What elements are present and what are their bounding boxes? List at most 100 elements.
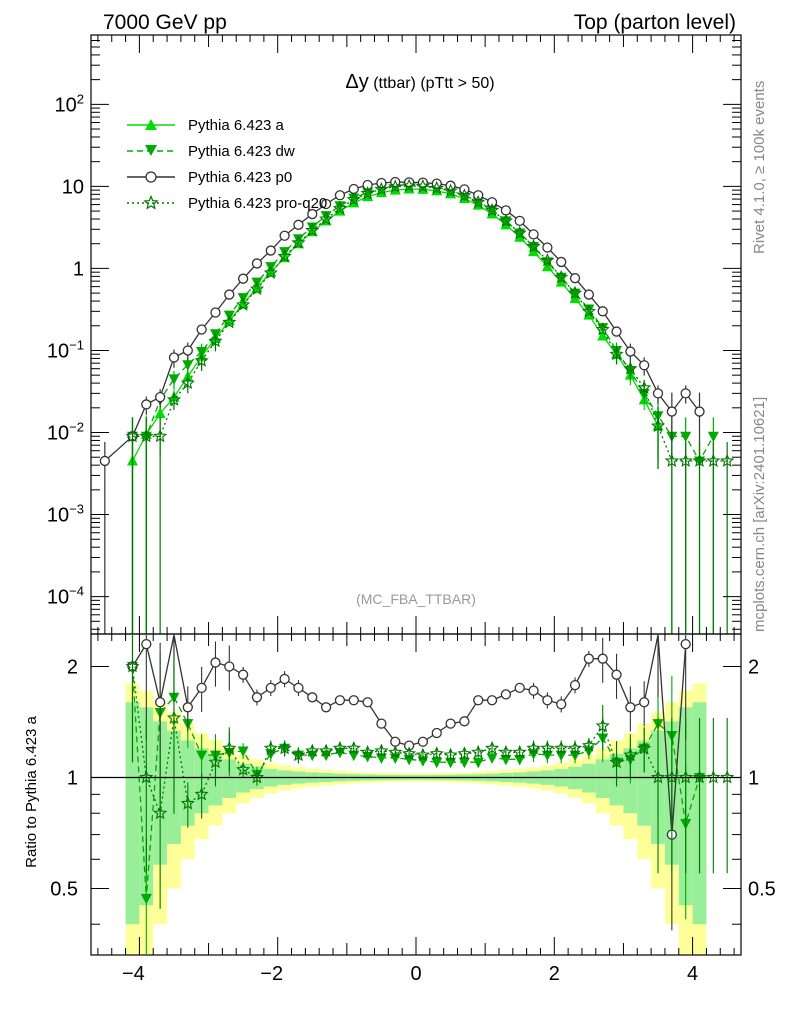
main-data-point	[168, 374, 179, 385]
ratio-data-point	[432, 729, 441, 738]
ratio-data-point	[460, 717, 469, 726]
legend-label-dw: Pythia 6.423 dw	[188, 143, 295, 160]
ratio-data-point	[391, 737, 400, 746]
main-y-tick-10: 10	[62, 176, 84, 198]
main-y-tick-100: 102	[55, 91, 84, 116]
main-data-point	[571, 274, 580, 283]
chart-figure: 7000 GeV pp Top (parton level) Rivet 4.1…	[0, 0, 786, 1024]
legend-entry-dw: Pythia 6.423 dw	[127, 143, 295, 160]
ratio-data-point	[266, 683, 275, 692]
main-data-point	[280, 231, 289, 240]
legend-entry-a: Pythia 6.423 a	[127, 117, 285, 134]
legend-marker-dw	[145, 145, 157, 156]
ratio-data-point	[543, 696, 552, 705]
x-tick--4: −4	[122, 963, 145, 985]
main-series-line	[133, 185, 714, 461]
main-y-tick-labels: 10−4 10−3 10−2 10−1 1 10 102	[47, 91, 84, 608]
x-tick-labels: −4 −2 0 2 4	[122, 963, 698, 985]
ratio-data-point	[183, 703, 192, 712]
ratio-data-point	[681, 640, 690, 649]
main-data-point	[640, 361, 649, 370]
ratio-data-point	[612, 670, 621, 679]
main-y-tick-1e-4: 10−4	[47, 584, 84, 609]
ratio-band-inner	[596, 759, 610, 798]
main-data-point	[100, 456, 109, 465]
ratio-data-point	[280, 674, 289, 683]
ratio-y-tick-left-2: 2	[67, 656, 78, 678]
main-data-point	[294, 220, 303, 229]
main-series-layer	[100, 178, 733, 634]
main-y-tick-1e-3: 10−3	[47, 502, 84, 527]
ratio-data-point	[252, 693, 261, 702]
legend-marker-p0	[146, 172, 156, 182]
header-left-label: 7000 GeV pp	[103, 11, 227, 34]
main-y-tick-100-exp: 2	[77, 91, 84, 106]
ratio-data-point	[294, 683, 303, 692]
ratio-y-tick-right-2: 2	[748, 656, 759, 678]
legend-marker-pro-q20	[145, 197, 157, 209]
ratio-data-point	[529, 686, 538, 695]
main-data-point	[695, 407, 704, 416]
main-plot-title: Δy (ttbar) (pTtt > 50)	[345, 71, 494, 93]
main-series-line	[133, 186, 728, 461]
ratio-bands	[126, 683, 707, 954]
legend-label-p0: Pythia 6.423 p0	[188, 169, 292, 186]
legend-label-a: Pythia 6.423 a	[188, 117, 285, 134]
header-right-label: Top (parton level)	[574, 11, 736, 34]
ratio-data-point	[488, 696, 497, 705]
main-y-tick-1e-2: 10−2	[47, 420, 84, 445]
ratio-data-point	[515, 683, 524, 692]
main-data-point	[584, 290, 593, 299]
x-tick--2: −2	[260, 963, 283, 985]
ratio-y-tick-right-1: 1	[748, 767, 759, 789]
legend-label-pro-q20: Pythia 6.423 pro-q20	[188, 195, 327, 212]
rivet-version-label: Rivet 4.1.0, ≥ 100k events	[751, 81, 768, 254]
ratio-y-tick-left-0.5: 0.5	[50, 878, 78, 900]
ratio-y-axis-label: Ratio to Pythia 6.423 a	[23, 715, 40, 867]
ratio-data-point	[335, 696, 344, 705]
main-data-point	[626, 347, 635, 356]
ratio-data-point	[584, 654, 593, 663]
main-y-tick-1e-1: 10−1	[47, 337, 84, 362]
main-data-point	[708, 432, 719, 443]
main-data-point	[266, 246, 275, 255]
ratio-data-point	[571, 681, 580, 690]
ratio-data-point	[474, 696, 483, 705]
ratio-band-inner	[582, 764, 596, 793]
ratio-data-point	[598, 654, 607, 663]
ratio-data-point	[225, 662, 234, 671]
ratio-data-point	[557, 700, 566, 709]
ratio-data-point	[640, 698, 649, 707]
main-data-point	[211, 308, 220, 317]
main-data-point	[142, 400, 151, 409]
title-symbol: Δy	[345, 71, 368, 93]
main-data-point	[515, 216, 524, 225]
ratio-data-point	[197, 683, 206, 692]
ratio-data-point	[473, 758, 484, 769]
ratio-data-point	[308, 693, 317, 702]
main-data-point	[239, 274, 248, 283]
legend-entry-pro-q20: Pythia 6.423 pro-q20	[127, 195, 327, 212]
x-tick-0: 0	[410, 963, 421, 985]
main-data-point	[197, 325, 206, 334]
main-data-point	[349, 184, 358, 193]
main-y-tick-1e-4-exp: −4	[69, 584, 84, 599]
ratio-data-point	[446, 719, 455, 728]
ratio-data-point	[418, 737, 427, 746]
main-data-point	[183, 346, 192, 355]
ratio-data-point	[377, 719, 386, 728]
main-data-point	[156, 393, 165, 402]
ratio-data-point	[487, 753, 498, 764]
main-y-tick-1e-2-exp: −2	[69, 420, 84, 435]
legend: Pythia 6.423 a Pythia 6.423 dw Pythia 6.…	[127, 117, 327, 212]
main-data-point	[557, 257, 566, 266]
main-data-point	[681, 389, 690, 398]
x-tick-2: 2	[549, 963, 560, 985]
main-data-point	[252, 259, 261, 268]
main-data-point	[612, 327, 621, 336]
ratio-data-point	[156, 698, 165, 707]
ratio-data-point	[322, 703, 331, 712]
ratio-y-tick-right-0.5: 0.5	[748, 878, 776, 900]
ratio-data-point	[363, 698, 372, 707]
ratio-data-point	[211, 658, 220, 667]
